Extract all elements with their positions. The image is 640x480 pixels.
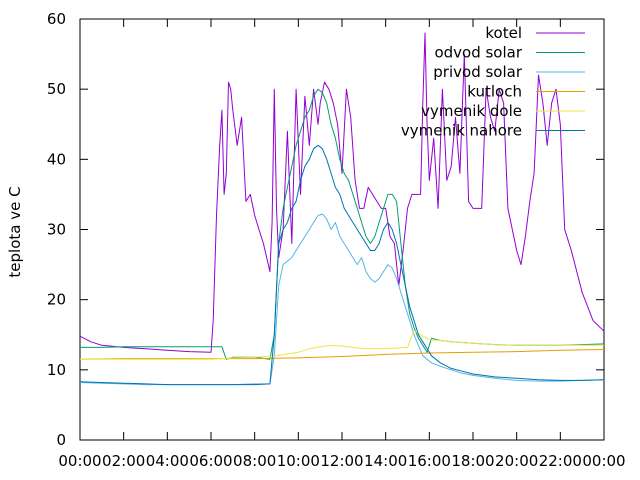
- y-axis-ticks: 0 10 20 30 40 50 60: [47, 10, 604, 449]
- x-tick-label: 10:00: [277, 452, 320, 470]
- series-line-vymenik-nahore: [79, 144, 605, 386]
- y-tick-label: 0: [56, 431, 66, 449]
- x-tick-label: 16:00: [408, 452, 451, 470]
- legend-entry-label: privod solar: [433, 63, 523, 81]
- x-tick-label: 00:00: [58, 452, 101, 470]
- legend-entry-label: odvod solar: [434, 44, 522, 62]
- y-tick-label: 60: [47, 10, 66, 28]
- series-line-privod-solar: [79, 213, 605, 386]
- y-tick-label: 30: [47, 221, 66, 239]
- y-tick-label: 50: [47, 80, 66, 98]
- x-tick-label: 02:00: [102, 452, 145, 470]
- x-tick-label: 12:00: [320, 452, 363, 470]
- legend-entry-label: vymenik nahore: [401, 122, 522, 140]
- x-tick-label: 18:00: [451, 452, 494, 470]
- y-tick-label: 20: [47, 291, 66, 309]
- legend-entry-label: vymenik dole: [421, 102, 522, 120]
- x-tick-label: 06:00: [189, 452, 232, 470]
- x-tick-label: 08:00: [233, 452, 276, 470]
- x-tick-label: 04:00: [146, 452, 189, 470]
- series-lines: [79, 32, 605, 386]
- x-tick-label: 20:00: [495, 452, 538, 470]
- series-line-kotel: [79, 32, 605, 353]
- y-tick-label: 10: [47, 361, 66, 379]
- legend-entry-label: kutloch: [467, 83, 522, 101]
- series-line-kutloch: [79, 349, 605, 360]
- x-tick-label: 00:00: [582, 452, 625, 470]
- series-line-odvod-solar: [80, 88, 605, 360]
- y-axis-title: teplota ve C: [6, 186, 24, 277]
- x-tick-label: 14:00: [364, 452, 407, 470]
- x-axis-ticks: 00:00 02:00 04:00 06:00 08:00 10:00 12:00 14:00…: [58, 19, 626, 470]
- plot-border: [79, 18, 605, 441]
- y-tick-label: 40: [47, 150, 66, 168]
- legend-entry-label: kotel: [485, 24, 522, 42]
- series-line-vymenik-dole: [80, 330, 604, 360]
- x-tick-label: 22:00: [539, 452, 582, 470]
